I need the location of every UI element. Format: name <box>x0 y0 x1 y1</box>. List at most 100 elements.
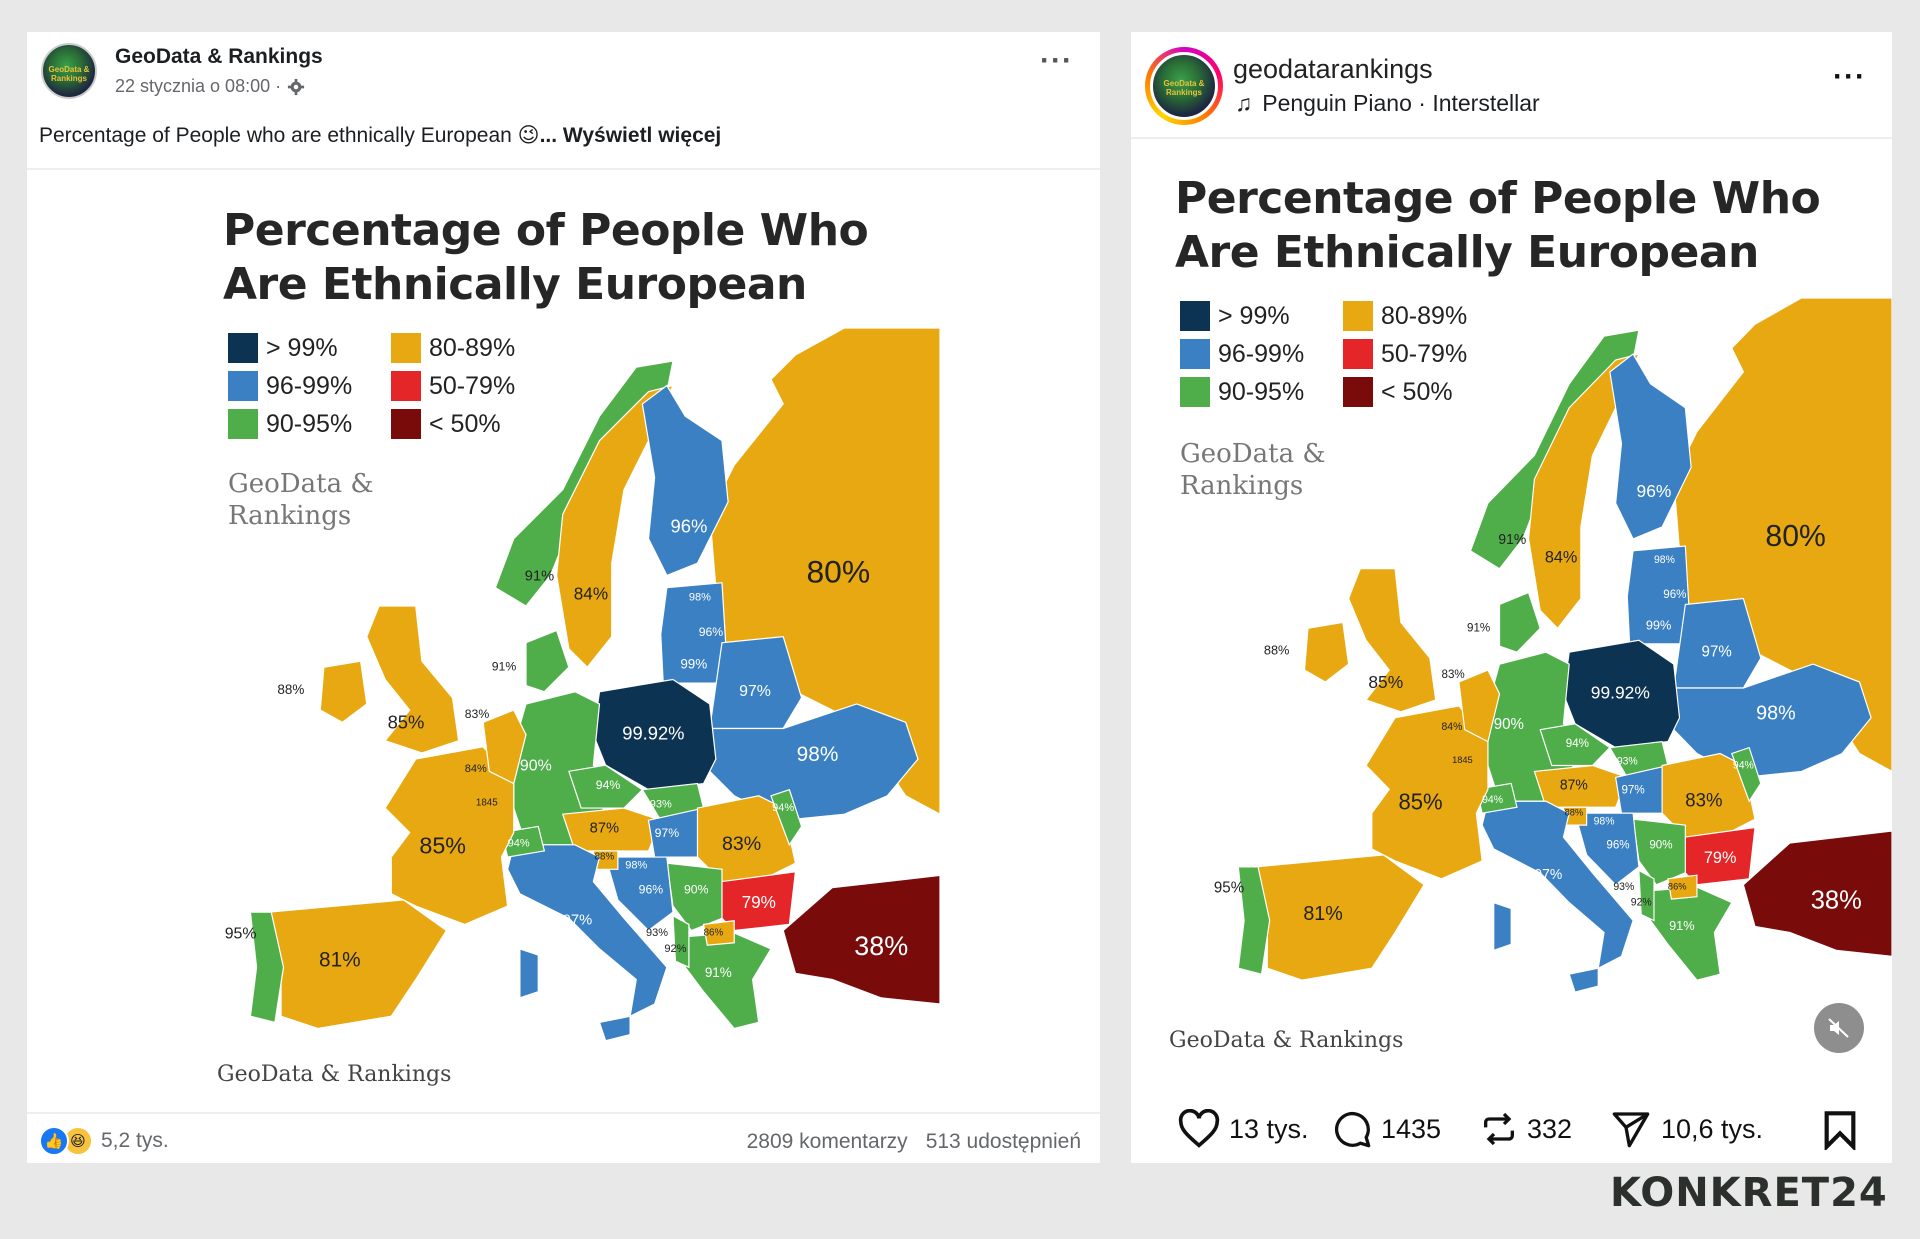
caption-text: Percentage of People who are ethnically … <box>39 124 512 147</box>
post-caption: Percentage of People who are ethnically … <box>39 123 721 148</box>
comment-action[interactable]: 1435 <box>1331 1109 1441 1149</box>
map-label: 80% <box>806 554 870 590</box>
repost-icon <box>1484 1112 1514 1146</box>
see-more-link[interactable]: ... Wyświetl więcej <box>539 124 722 147</box>
shares-count: 10,6 tys. <box>1661 1113 1764 1144</box>
map-label: 90% <box>684 882 709 896</box>
legend-swatch <box>391 371 421 401</box>
map-label: 91% <box>525 568 554 584</box>
map-label: 38% <box>1811 886 1862 914</box>
chart-title: Percentage of People Who Are Ethnically … <box>1175 172 1821 280</box>
map-label: 96% <box>1606 838 1630 851</box>
country-united-kingdom <box>1347 568 1437 713</box>
country-ukraine <box>709 703 919 821</box>
konkret24-logo: KONKRET24 <box>1610 1170 1888 1216</box>
reposts-count: 332 <box>1527 1113 1573 1144</box>
country-denmark <box>525 629 570 693</box>
legend-label: 50-79% <box>1381 339 1468 368</box>
map-label: 99.92% <box>622 722 684 743</box>
map-label: 79% <box>1704 849 1737 867</box>
europe-map: 80% 96% 91% 84% 98% 96% 99% 91% 97% 88% 85% 83% 99.9… <box>1200 297 1893 1004</box>
map-label: 1845 <box>1452 754 1473 765</box>
country-united-kingdom <box>366 605 460 754</box>
map-label: 96% <box>1637 481 1672 501</box>
title-line-2: Are Ethnically European <box>1175 227 1759 278</box>
legend-item: 80-89% <box>1343 301 1467 331</box>
map-label: 88% <box>1264 642 1290 657</box>
country-sweden <box>1527 353 1640 630</box>
post-stats: 2809 komentarzy 513 udostępnień <box>747 1130 1081 1154</box>
map-label: 85% <box>1368 672 1403 692</box>
legend-swatch <box>228 409 258 439</box>
footer-watermark: GeoData & Rankings <box>217 1062 452 1087</box>
like-action[interactable]: 13 tys. <box>1177 1109 1309 1149</box>
map-label: 94% <box>772 802 794 814</box>
country-ireland <box>1303 621 1350 683</box>
map-label: 87% <box>1560 776 1588 792</box>
map-label: 90% <box>520 758 552 775</box>
mute-button[interactable] <box>1814 1003 1864 1053</box>
reactions-count: 5,2 tys. <box>101 1129 169 1152</box>
legend-label: > 99% <box>1218 301 1290 330</box>
country-albania <box>1638 869 1655 922</box>
legend-label: < 50% <box>429 409 501 438</box>
legend-label: 90-95% <box>266 409 353 438</box>
legend-swatch <box>1180 339 1210 369</box>
post-date[interactable]: 22 stycznia o 08:00 · <box>115 76 305 97</box>
map-label: 94% <box>1566 737 1590 750</box>
map-label: 94% <box>1733 759 1754 771</box>
map-label: 97% <box>563 913 592 929</box>
legend-label: 96-99% <box>266 371 353 400</box>
country-denmark <box>1498 591 1541 653</box>
map-label: 84% <box>465 763 487 775</box>
map-label: 90% <box>1494 716 1525 733</box>
map-label: 1845 <box>476 798 498 809</box>
music-info[interactable]: ♫ Penguin Piano · Interstellar <box>1235 90 1540 117</box>
map-label: 81% <box>1303 903 1343 925</box>
story-ring[interactable]: GeoData & Rankings <box>1145 47 1223 125</box>
shares-count[interactable]: 513 udostępnień <box>925 1130 1081 1153</box>
page-name[interactable]: GeoData & Rankings <box>115 45 323 68</box>
map-label: 85% <box>1399 789 1443 814</box>
bookmark-icon <box>1824 1111 1856 1152</box>
wink-emoji: 😉 <box>517 124 540 147</box>
map-label: 92% <box>1631 896 1652 908</box>
share-action[interactable]: 10,6 tys. <box>1609 1109 1763 1149</box>
map-label: 86% <box>704 928 724 939</box>
legend-item: 90-95% <box>1180 377 1304 407</box>
save-button[interactable] <box>1823 1110 1857 1155</box>
map-label: 99% <box>1646 617 1672 632</box>
comments-count[interactable]: 2809 komentarzy <box>746 1130 908 1153</box>
map-label: 88% <box>277 682 304 697</box>
map-label: 97% <box>1702 643 1733 660</box>
legend-item: < 50% <box>1343 377 1453 407</box>
watermark-line-1: GeoData & <box>1180 439 1326 469</box>
repost-action[interactable]: 332 <box>1479 1109 1572 1149</box>
country-turkey <box>782 874 941 1005</box>
watermark-line-1: GeoData & <box>228 469 374 499</box>
country-italy <box>1481 800 1634 970</box>
map-label: 94% <box>508 837 530 849</box>
username[interactable]: geodatarankings <box>1233 54 1433 84</box>
country-moldova <box>1731 746 1762 803</box>
map-label: 95% <box>1214 879 1245 896</box>
country-north-macedonia <box>1667 874 1698 900</box>
country-greece <box>684 932 772 1030</box>
map-label: 86% <box>1668 881 1687 892</box>
reactions[interactable]: 👍 😆 5,2 tys. <box>39 1126 169 1156</box>
legend-label: 80-89% <box>429 333 516 362</box>
post-date-text: 22 stycznia o 08:00 · <box>115 76 282 96</box>
country-czechia <box>568 764 644 809</box>
likes-count: 13 tys. <box>1229 1113 1309 1144</box>
legend-item: 90-95% <box>228 409 352 439</box>
map-label: 95% <box>225 925 257 942</box>
europe-map: 80% 96% 91% 84% 98% 96% 99% 91% 97% 88% 85% 83% 99.9… <box>210 327 941 1053</box>
legend-item: 50-79% <box>1343 339 1467 369</box>
country-albania <box>672 914 690 969</box>
more-options-icon[interactable]: ··· <box>1833 60 1866 93</box>
more-options-icon[interactable]: ··· <box>1040 44 1073 77</box>
divider <box>27 168 1100 170</box>
country-croatia-bosnia <box>604 856 674 932</box>
country-north-macedonia <box>702 920 735 946</box>
page-avatar[interactable]: GeoData & Rankings <box>41 43 97 99</box>
